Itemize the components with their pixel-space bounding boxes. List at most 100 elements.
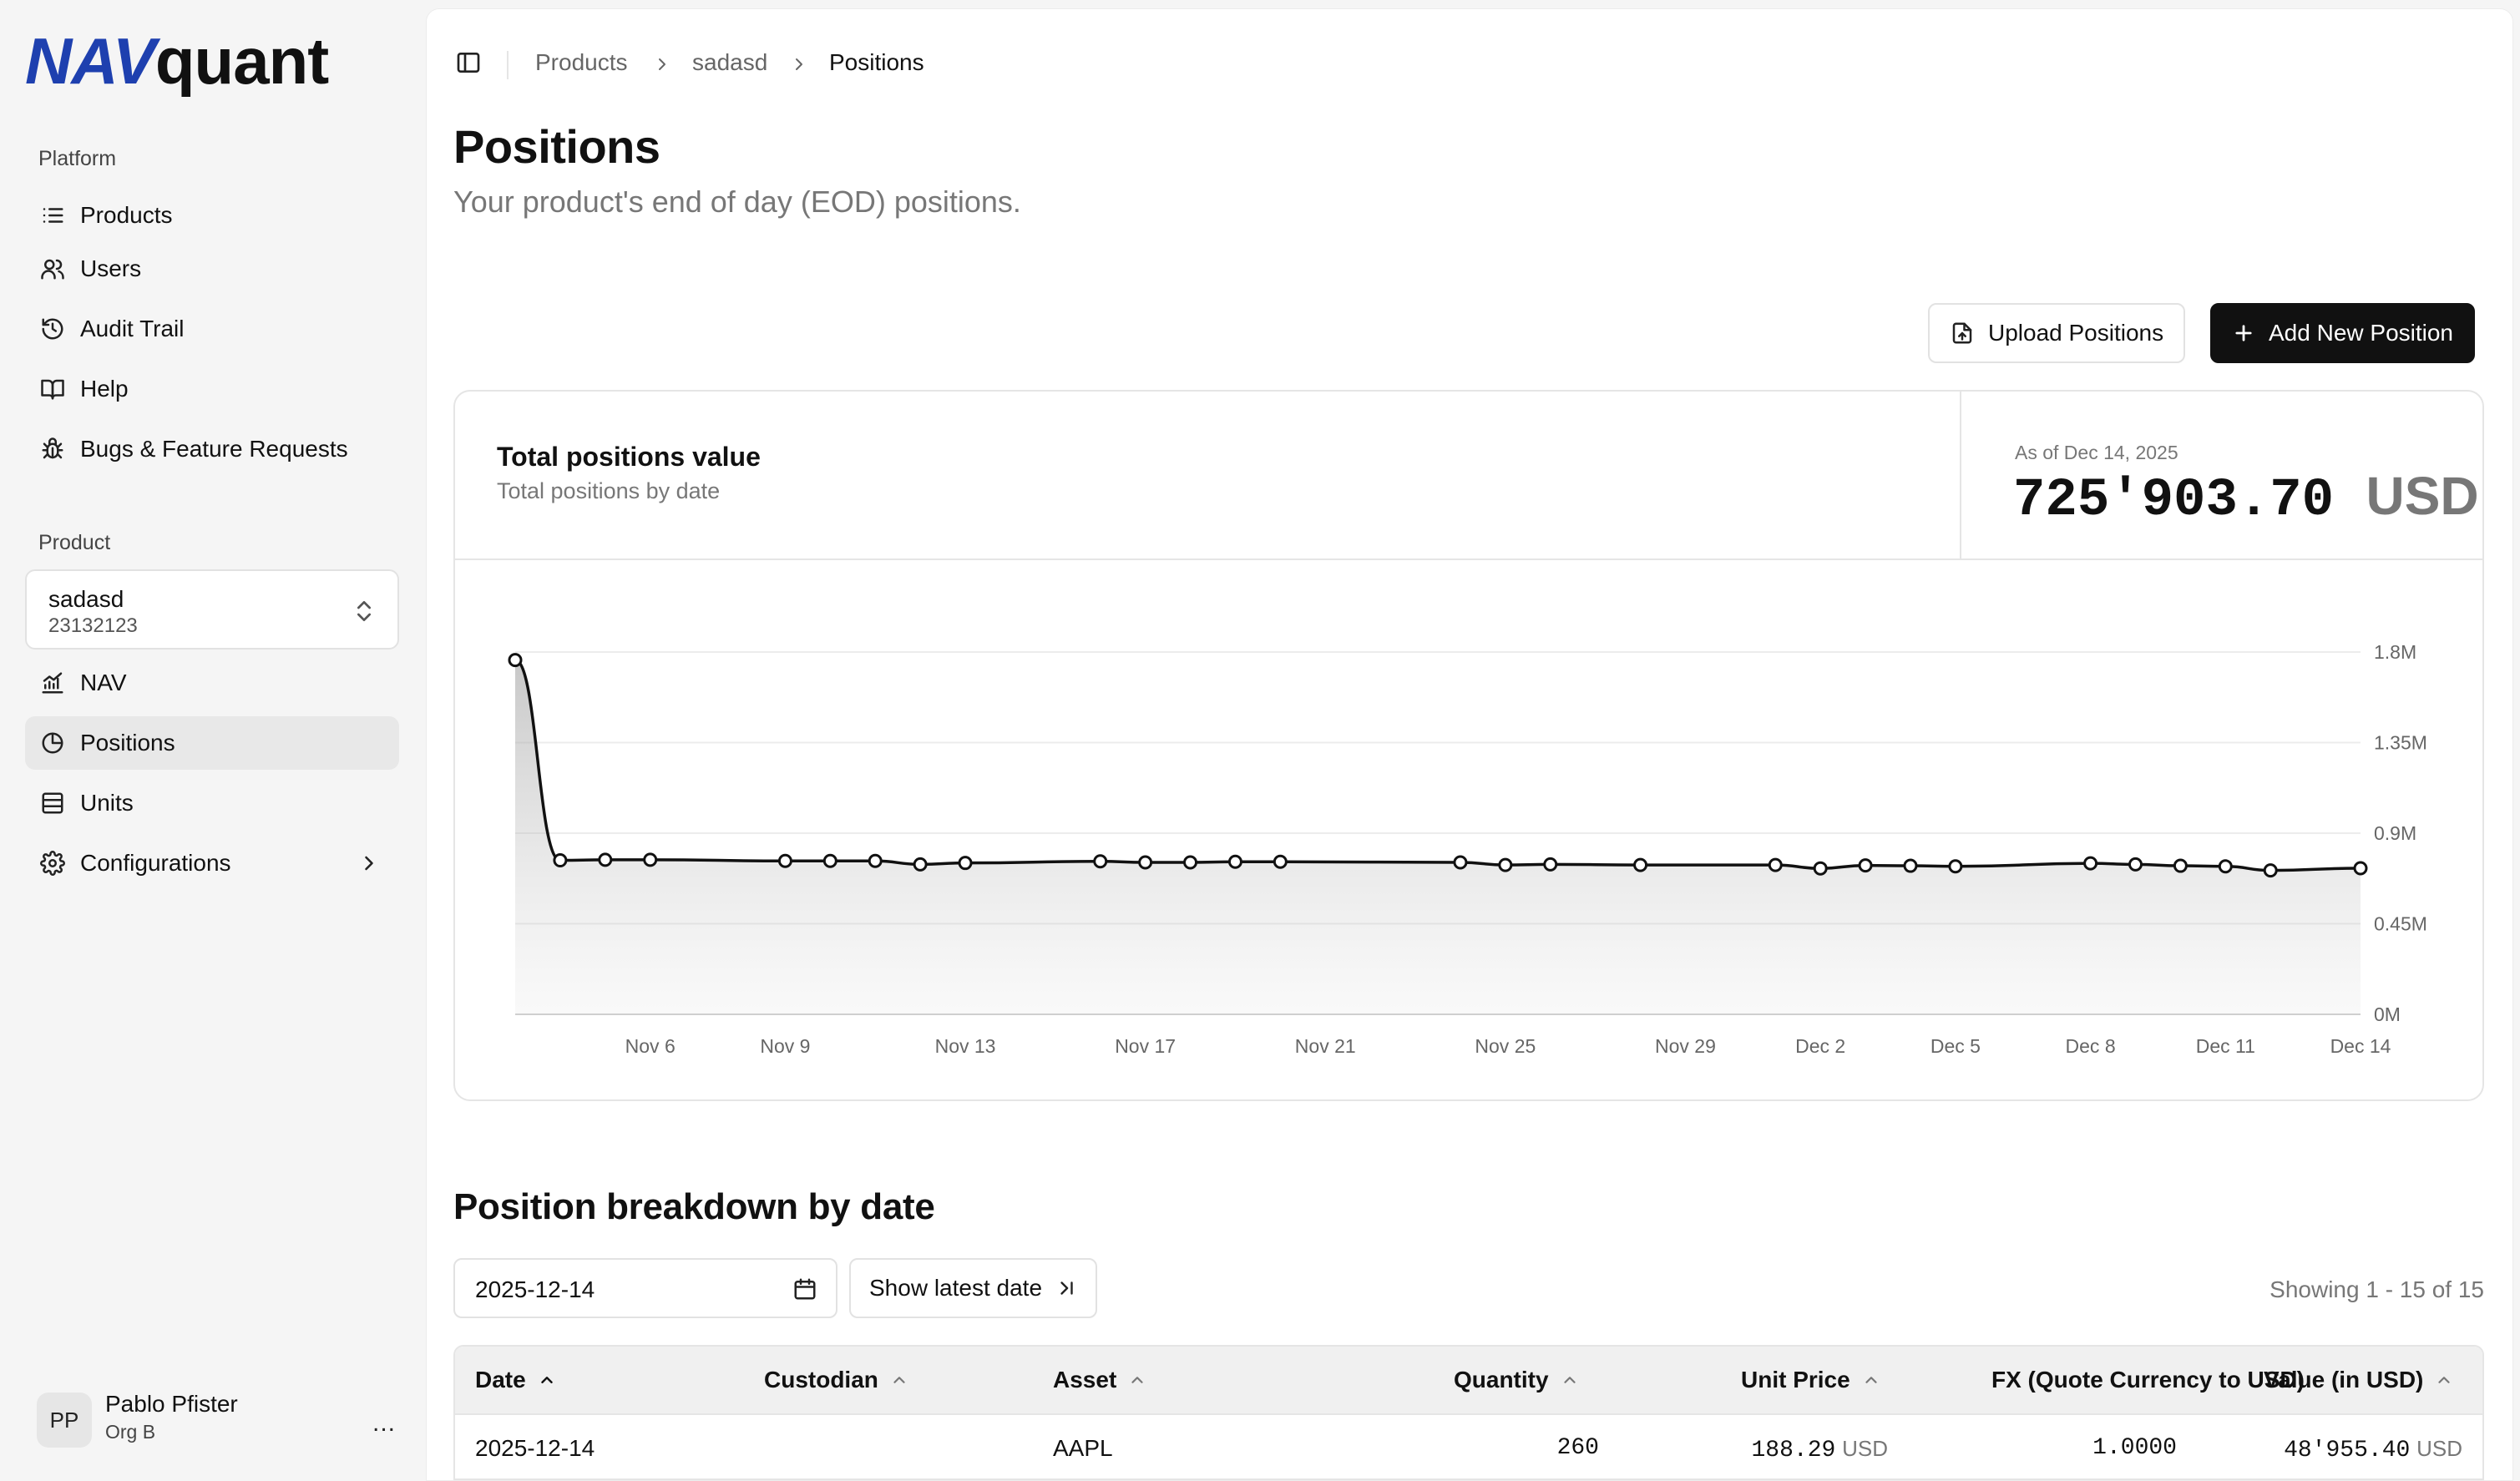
x-tick-label: Dec 2 bbox=[1795, 1035, 1845, 1057]
x-tick-label: Nov 17 bbox=[1115, 1035, 1176, 1057]
page-title: Positions bbox=[453, 120, 660, 173]
data-point bbox=[1183, 855, 1198, 870]
data-point bbox=[958, 856, 973, 871]
sort-icon[interactable] bbox=[2435, 1371, 2453, 1389]
users-icon bbox=[38, 255, 67, 283]
data-point bbox=[2173, 858, 2188, 873]
brand-logo[interactable]: NAVquant bbox=[25, 28, 329, 94]
date-picker[interactable] bbox=[453, 1258, 837, 1318]
upload-positions-button[interactable]: Upload Positions bbox=[1928, 303, 2186, 363]
y-tick-label: 1.8M bbox=[2374, 641, 2416, 663]
chevron-right-icon bbox=[789, 54, 809, 78]
value-amount: 48'955.40 bbox=[2284, 1438, 2411, 1463]
data-point bbox=[643, 852, 658, 867]
x-tick-label: Nov 25 bbox=[1475, 1035, 1536, 1057]
user-org: Org B bbox=[105, 1421, 156, 1443]
column-header-custodian[interactable]: Custodian bbox=[764, 1367, 908, 1393]
column-header-fx[interactable]: FX (Quote Currency to USD) bbox=[1991, 1367, 2305, 1393]
sort-icon[interactable] bbox=[890, 1371, 908, 1389]
breadcrumb-current: Positions bbox=[829, 49, 924, 75]
sidebar-item-products[interactable]: Products bbox=[25, 189, 399, 242]
user-menu[interactable]: PP Pablo Pfister Org B ... bbox=[37, 1387, 396, 1448]
x-tick-label: Nov 29 bbox=[1655, 1035, 1716, 1057]
total-value-currency: USD bbox=[2366, 466, 2479, 526]
pagination-summary: Showing 1 - 15 of 15 bbox=[2270, 1276, 2484, 1302]
x-tick-label: Dec 14 bbox=[2330, 1035, 2391, 1057]
sidebar-item-label: Products bbox=[80, 202, 173, 228]
column-header-unit-price[interactable]: Unit Price bbox=[1741, 1367, 1880, 1393]
sort-icon[interactable] bbox=[1862, 1371, 1880, 1389]
column-header-value[interactable]: Value (in USD) bbox=[2264, 1367, 2453, 1393]
breadcrumb-product[interactable]: sadasd bbox=[692, 49, 768, 75]
data-point bbox=[1858, 858, 1873, 873]
sidebar-item-label: Users bbox=[80, 255, 142, 281]
product-section-label: Product bbox=[38, 531, 111, 554]
column-header-quantity[interactable]: Quantity bbox=[1454, 1367, 1579, 1393]
date-input[interactable] bbox=[475, 1275, 776, 1305]
x-tick-label: Dec 11 bbox=[2196, 1035, 2255, 1057]
sidebar-item-audit-trail[interactable]: Audit Trail bbox=[25, 302, 399, 356]
breadcrumb-products[interactable]: Products bbox=[535, 49, 628, 75]
data-point bbox=[598, 852, 613, 867]
main-panel: Products sadasd Positions Positions Your… bbox=[426, 8, 2513, 1481]
history-icon bbox=[38, 315, 67, 343]
y-tick-label: 1.35M bbox=[2374, 732, 2427, 754]
sidebar: NAVquant Platform Products Users Audit T… bbox=[0, 0, 424, 1481]
sidebar-item-positions[interactable]: Positions bbox=[25, 716, 399, 770]
data-point bbox=[1453, 855, 1468, 870]
sidebar-item-label: NAV bbox=[80, 670, 127, 695]
gear-icon bbox=[38, 849, 67, 877]
table-header: Date Custodian Asset Quantity Unit Price… bbox=[455, 1347, 2482, 1415]
card-header: Total positions value Total positions by… bbox=[455, 392, 2482, 560]
data-point bbox=[1813, 861, 1828, 876]
logo-nav-text: NAV bbox=[25, 24, 156, 98]
sidebar-item-help[interactable]: Help bbox=[25, 362, 399, 416]
x-tick-label: Nov 6 bbox=[625, 1035, 676, 1057]
sort-asc-icon[interactable] bbox=[538, 1371, 556, 1389]
more-options-icon[interactable]: ... bbox=[372, 1409, 396, 1437]
series-area bbox=[515, 660, 2361, 1014]
product-id: 23132123 bbox=[48, 614, 138, 637]
column-header-date[interactable]: Date bbox=[475, 1367, 556, 1393]
arrow-to-end-icon bbox=[1055, 1277, 1077, 1299]
data-point bbox=[1543, 857, 1558, 872]
data-point bbox=[822, 853, 837, 868]
data-point bbox=[2083, 856, 2098, 871]
data-point bbox=[868, 853, 883, 868]
table-row[interactable]: 2025-12-14 AAPL 260 188.29 USD 1.0000 48… bbox=[455, 1417, 2482, 1480]
sidebar-item-bugs-feature-requests[interactable]: Bugs & Feature Requests bbox=[25, 422, 399, 476]
data-point bbox=[1138, 855, 1153, 870]
sidebar-item-nav[interactable]: NAV bbox=[25, 656, 399, 710]
user-name: Pablo Pfister bbox=[105, 1391, 238, 1417]
file-upload-icon bbox=[1950, 321, 1975, 346]
sort-icon[interactable] bbox=[1561, 1371, 1579, 1389]
sidebar-item-configurations[interactable]: Configurations bbox=[25, 837, 399, 890]
product-name: sadasd bbox=[48, 586, 124, 612]
data-point bbox=[913, 857, 928, 872]
sidebar-item-users[interactable]: Users bbox=[25, 242, 399, 296]
breakdown-title: Position breakdown by date bbox=[453, 1186, 935, 1227]
logo-quant-text: quant bbox=[154, 24, 329, 98]
cell-value: 48'955.40 USD bbox=[2284, 1435, 2462, 1463]
positions-table: Date Custodian Asset Quantity Unit Price… bbox=[453, 1345, 2484, 1480]
card-description: Total positions by date bbox=[497, 478, 721, 503]
sidebar-item-label: Positions bbox=[80, 730, 175, 756]
column-header-asset[interactable]: Asset bbox=[1053, 1367, 1146, 1393]
data-point bbox=[1093, 854, 1108, 869]
unit-price-currency: USD bbox=[1842, 1436, 1888, 1461]
show-latest-date-button[interactable]: Show latest date bbox=[849, 1258, 1098, 1318]
positions-value-card: Total positions value Total positions by… bbox=[453, 390, 2484, 1101]
sidebar-item-units[interactable]: Units bbox=[25, 776, 399, 830]
add-new-position-button[interactable]: Add New Position bbox=[2210, 303, 2476, 363]
sort-icon[interactable] bbox=[1128, 1371, 1146, 1389]
show-latest-date-label: Show latest date bbox=[869, 1275, 1043, 1301]
data-point bbox=[1768, 857, 1783, 872]
sidebar-item-label: Bugs & Feature Requests bbox=[80, 436, 348, 462]
plus-icon bbox=[2232, 321, 2255, 345]
product-selector[interactable]: sadasd 23132123 bbox=[25, 569, 399, 650]
sidebar-toggle-icon[interactable] bbox=[455, 49, 482, 80]
y-tick-label: 0.9M bbox=[2374, 822, 2416, 844]
column-label: Unit Price bbox=[1741, 1367, 1850, 1393]
calendar-icon[interactable] bbox=[792, 1276, 817, 1306]
chevron-right-icon bbox=[357, 852, 381, 881]
